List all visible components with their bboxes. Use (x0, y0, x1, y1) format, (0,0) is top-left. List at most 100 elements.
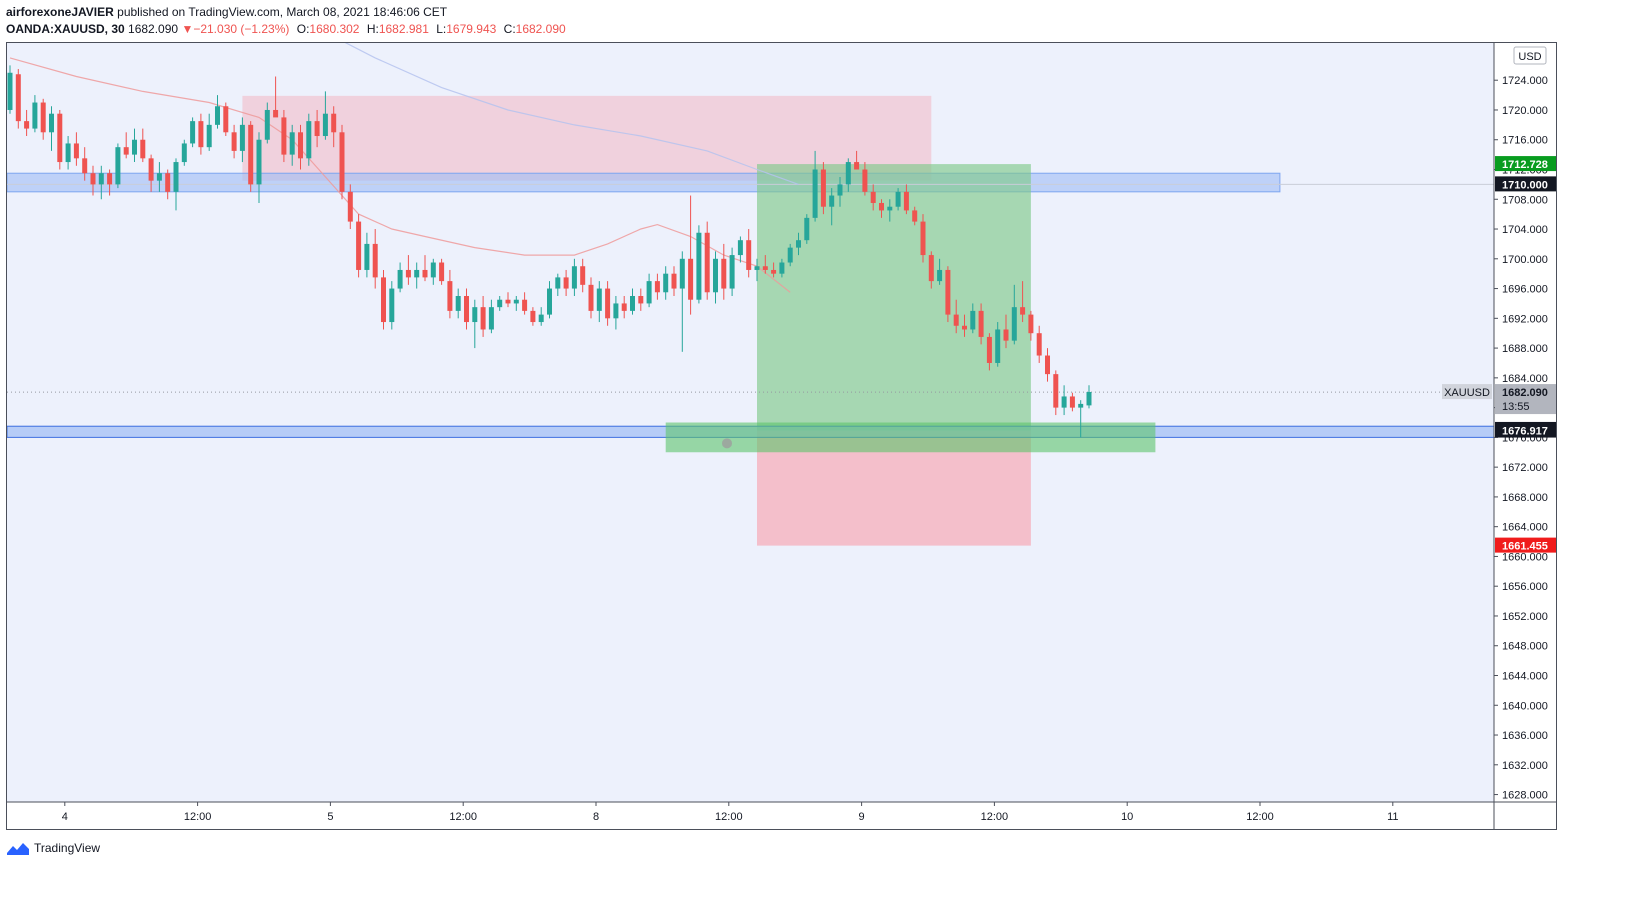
price-label-dark: 1676.917 (1495, 422, 1556, 438)
candle (347, 184, 353, 230)
candle-body (762, 266, 768, 270)
candle (538, 307, 544, 326)
candle-body (32, 102, 38, 129)
time-axis-background (7, 802, 1556, 828)
published-text: published on TradingView.com, March 08, … (117, 5, 448, 19)
candle-body (903, 191, 909, 211)
candle-body (381, 277, 386, 323)
candle (231, 124, 237, 159)
candle-body (804, 217, 810, 241)
candle-body (239, 124, 245, 151)
candle-body (613, 303, 619, 319)
candle-body (107, 173, 113, 185)
candle (148, 154, 154, 192)
candle-body (696, 232, 702, 300)
candle (596, 281, 602, 323)
price-label-red: 1661.455 (1495, 537, 1556, 553)
candle (322, 91, 328, 140)
candle-body (596, 288, 602, 311)
candle-body (538, 314, 544, 323)
candle (281, 109, 287, 163)
candle-body (845, 162, 851, 185)
candle-body (945, 269, 951, 315)
candle (679, 251, 685, 352)
candle (879, 199, 884, 218)
x-tick-label: 11 (1387, 811, 1398, 823)
down-arrow-icon: ▼ (181, 22, 194, 36)
candle (928, 251, 934, 289)
candle (870, 184, 876, 211)
candle-body (256, 139, 262, 185)
y-tick-label: 1696.000 (1502, 284, 1548, 296)
candle (522, 292, 528, 315)
candle (364, 232, 370, 278)
candle (953, 299, 959, 334)
candle-body (273, 109, 279, 118)
x-tick-label: 12:00 (1246, 811, 1274, 823)
symbol-name: OANDA:XAUUSD, 30 (6, 22, 125, 36)
price-label-box (1495, 156, 1556, 172)
candle (472, 299, 478, 349)
candle (422, 255, 428, 282)
candle (638, 288, 644, 311)
candle-body (173, 162, 179, 192)
x-tick-label: 8 (593, 811, 599, 823)
candle-body (331, 113, 337, 133)
candle (289, 124, 295, 166)
candle (671, 266, 677, 296)
candle (663, 266, 669, 300)
candle-body (488, 307, 494, 330)
x-tick-label: 12:00 (449, 811, 477, 823)
candle-body (854, 162, 860, 170)
y-tick-label: 1648.000 (1502, 641, 1548, 653)
candle-body (588, 284, 594, 311)
candle-body (895, 191, 901, 207)
candle-body (754, 266, 760, 270)
candle (605, 281, 611, 326)
candle-body (771, 269, 777, 274)
brand-name: TradingView (34, 841, 101, 855)
symbol-tag: XAUUSD (1442, 384, 1492, 400)
candle-body (322, 113, 328, 137)
candle-body (1028, 314, 1034, 334)
candle (555, 273, 561, 296)
candle (920, 214, 926, 263)
y-tick-label: 1660.000 (1502, 551, 1548, 563)
candle-body (364, 243, 370, 270)
candle-body (306, 121, 312, 159)
candle (887, 199, 893, 222)
candle (397, 262, 403, 293)
candle-body (447, 281, 453, 311)
candle-body (206, 124, 212, 148)
y-tick-label: 1656.000 (1502, 581, 1548, 593)
candle-body (605, 288, 611, 319)
candle-body (223, 106, 229, 133)
candle-body (1003, 329, 1009, 341)
candle-body (430, 262, 436, 278)
symbol-tag-box (1442, 384, 1492, 400)
symbol-info: OANDA:XAUUSD, 30 1682.090 ▼−21.030 (−1.2… (6, 22, 566, 36)
candle (754, 258, 760, 282)
x-tick-label: 4 (62, 811, 68, 823)
candle-body (737, 240, 743, 256)
close-value: 1682.090 (515, 22, 566, 36)
price-label-dark: 1710.000 (1495, 176, 1556, 192)
price-change: −21.030 (−1.23%) (193, 22, 290, 36)
candle-body (1045, 355, 1050, 375)
candle-body (513, 299, 519, 304)
currency-badge: USD (1513, 46, 1547, 65)
candle-body (920, 221, 926, 256)
candle (762, 255, 768, 274)
candle-body (57, 113, 63, 163)
candle (804, 214, 810, 244)
candle-body (746, 240, 752, 270)
candle-body (132, 139, 137, 155)
candle (1078, 400, 1084, 438)
candle (389, 281, 395, 330)
candle-body (729, 255, 735, 289)
candle (895, 188, 901, 211)
y-tick-label: 1720.000 (1502, 105, 1548, 117)
candle-body (339, 132, 345, 192)
alert-marker-icon (722, 438, 732, 449)
